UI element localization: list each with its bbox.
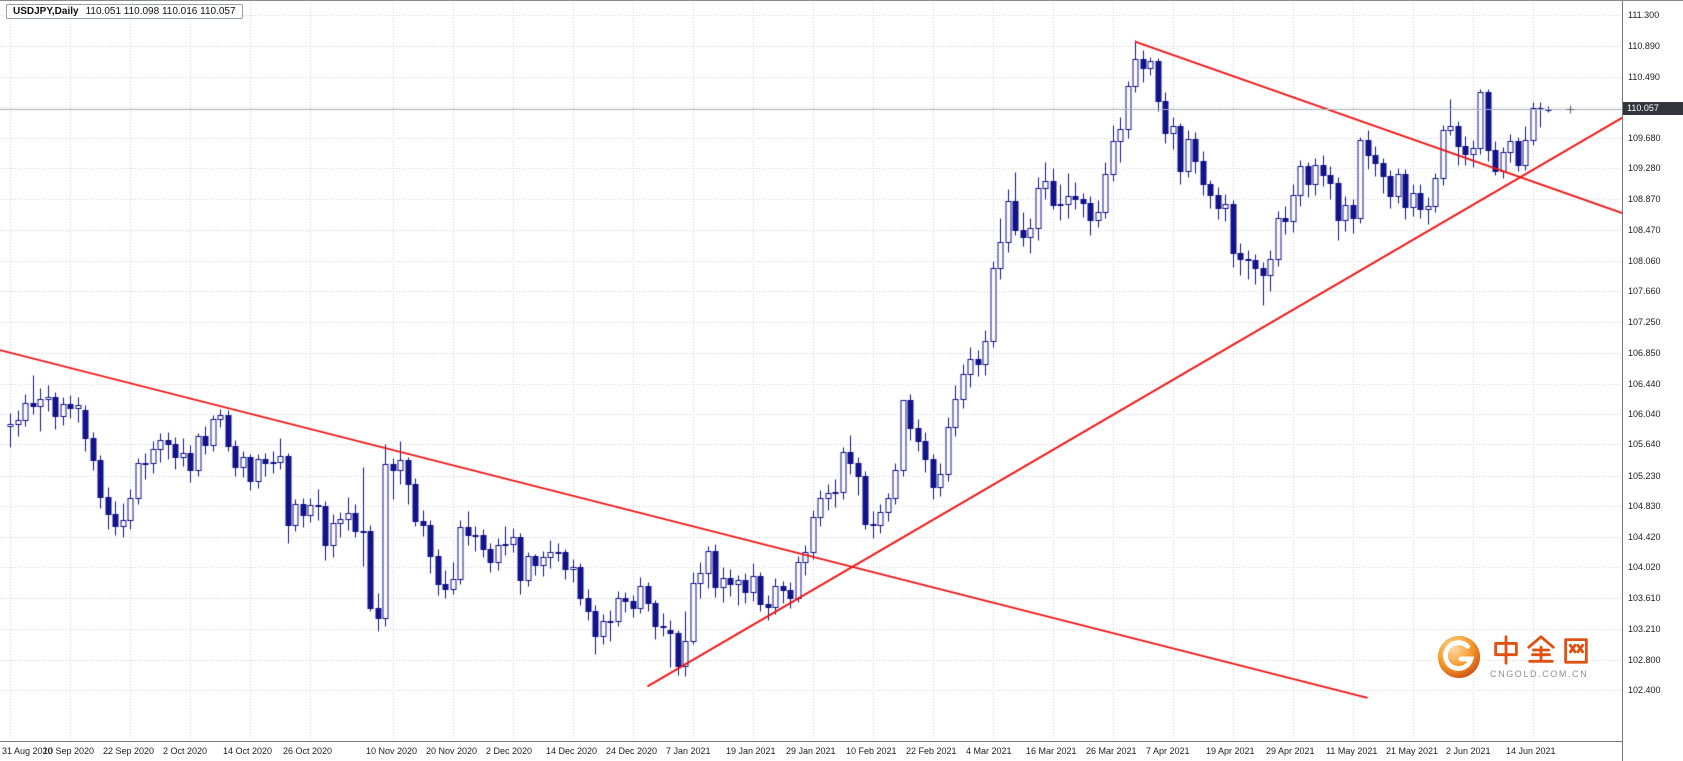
- glyph-wang-icon: [1564, 638, 1588, 664]
- candlestick-chart-canvas[interactable]: [0, 0, 1622, 741]
- price-tick-label: 106.040: [1628, 409, 1661, 419]
- date-tick-label: 21 May 2021: [1386, 746, 1439, 756]
- price-tick-label: 109.280: [1628, 163, 1661, 173]
- ohlc-values-text: 110.051 110.098 110.016 110.057: [85, 6, 236, 17]
- date-tick-label: 10 Nov 2020: [366, 746, 418, 756]
- date-tick-label: 29 Apr 2021: [1266, 746, 1315, 756]
- date-tick-label: 4 Mar 2021: [966, 746, 1012, 756]
- price-tick-label: 103.610: [1628, 593, 1661, 603]
- cngold-wordmark: 中金网 CNGOLD.COM.CN: [1490, 634, 1592, 679]
- price-tick-label: 105.230: [1628, 471, 1661, 481]
- cngold-watermark: 中金网 CNGOLD.COM.CN: [1436, 634, 1592, 680]
- price-tick-label: 110.890: [1628, 41, 1660, 51]
- glyph-jin-icon: [1527, 635, 1555, 663]
- price-tick-label: 104.420: [1628, 532, 1661, 542]
- date-tick-label: 19 Jan 2021: [726, 746, 776, 756]
- price-tick-label: 105.640: [1628, 439, 1661, 449]
- date-tick-label: 10 Sep 2020: [43, 746, 95, 756]
- date-tick-label: 20 Nov 2020: [426, 746, 478, 756]
- price-tick-label: 109.680: [1628, 133, 1661, 143]
- price-tick-label: 104.830: [1628, 501, 1661, 511]
- price-tick-label: 108.060: [1628, 256, 1661, 266]
- price-tick-label: 108.470: [1628, 225, 1661, 235]
- time-axis[interactable]: 31 Aug 2020 10 Sep 2020 22 Sep 2020 2 Oct 2…: [0, 741, 1622, 761]
- date-tick-label: 2 Dec 2020: [486, 746, 533, 756]
- date-tick-label: 26 Mar 2021: [1086, 746, 1137, 756]
- date-tick-label: 7 Apr 2021: [1146, 746, 1190, 756]
- cngold-wordmark-icon: [1490, 634, 1592, 666]
- symbol-timeframe-text: USDJPY,Daily: [13, 6, 79, 17]
- price-tick-label: 106.440: [1628, 379, 1661, 389]
- window-border: [0, 0, 1683, 1]
- date-tick-label: 14 Jun 2021: [1506, 746, 1556, 756]
- date-tick-label: 7 Jan 2021: [666, 746, 711, 756]
- date-tick-label: 2 Jun 2021: [1446, 746, 1491, 756]
- date-tick-label: 31 Aug 2020: [2, 746, 53, 756]
- price-tick-label: 108.870: [1628, 194, 1661, 204]
- date-tick-label: 19 Apr 2021: [1206, 746, 1255, 756]
- price-tick-label: 104.020: [1628, 562, 1661, 572]
- date-tick-label: 2 Oct 2020: [163, 746, 208, 756]
- date-tick-label: 14 Dec 2020: [546, 746, 598, 756]
- price-axis[interactable]: 111.300110.890110.490110.090109.680109.2…: [1622, 0, 1683, 761]
- date-tick-label: 16 Mar 2021: [1026, 746, 1077, 756]
- cngold-subtitle-text: CNGOLD.COM.CN: [1490, 669, 1589, 679]
- date-tick-label: 24 Dec 2020: [606, 746, 658, 756]
- date-tick-label: 11 May 2021: [1326, 746, 1378, 756]
- price-tick-label: 111.300: [1628, 10, 1660, 20]
- price-tick-label: 110.490: [1628, 72, 1660, 82]
- price-tick-label: 107.250: [1628, 317, 1661, 327]
- price-tick-label: 106.850: [1628, 348, 1661, 358]
- date-tick-label: 22 Sep 2020: [103, 746, 155, 756]
- current-price-badge: 110.057: [1623, 102, 1683, 115]
- price-tick-label: 103.210: [1628, 624, 1661, 634]
- date-tick-label: 14 Oct 2020: [223, 746, 273, 756]
- date-tick-label: 10 Feb 2021: [846, 746, 897, 756]
- date-tick-label: 29 Jan 2021: [786, 746, 836, 756]
- date-tick-label: 22 Feb 2021: [906, 746, 957, 756]
- date-tick-label: 26 Oct 2020: [283, 746, 333, 756]
- price-tick-label: 102.800: [1628, 655, 1661, 665]
- symbol-ohlc-label: USDJPY,Daily 110.051 110.098 110.016 110…: [6, 4, 243, 19]
- price-tick-label: 107.660: [1628, 286, 1661, 296]
- glyph-zhong-icon: [1494, 635, 1518, 665]
- cngold-logo-icon: [1437, 635, 1481, 679]
- price-tick-label: 102.400: [1628, 685, 1661, 695]
